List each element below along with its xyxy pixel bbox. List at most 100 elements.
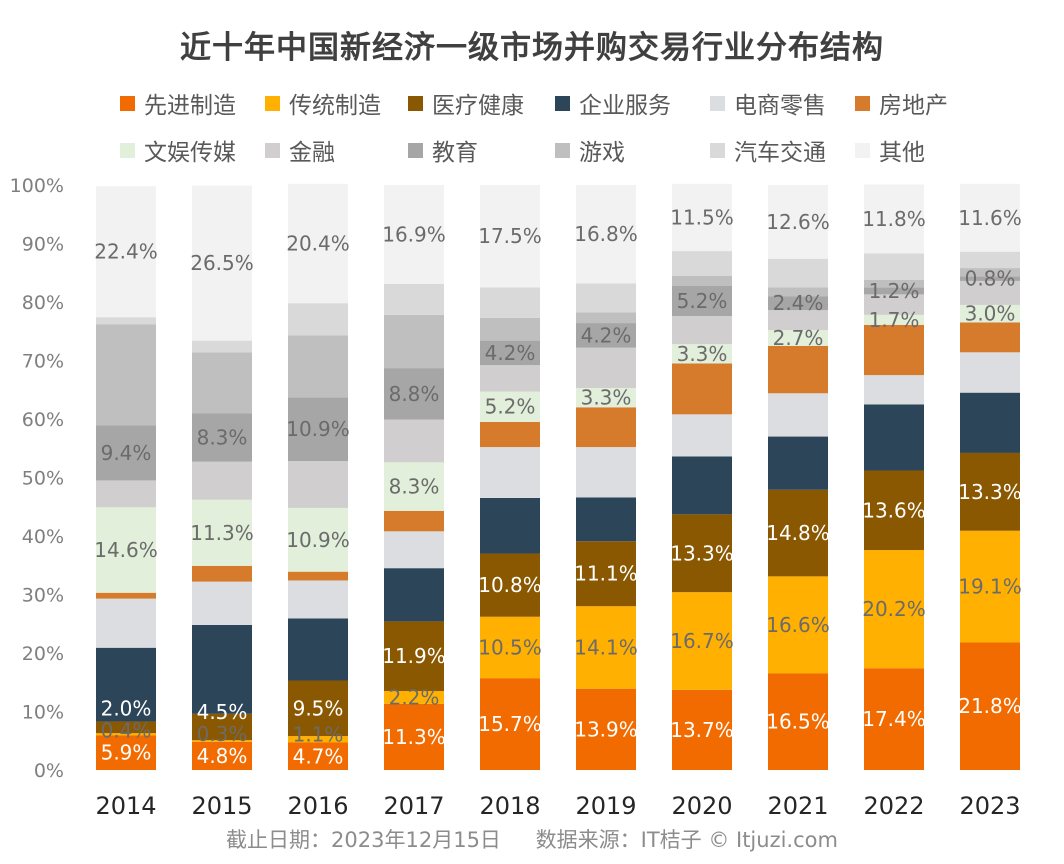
y-tick-label: 90%: [22, 234, 64, 256]
bar-segment: [768, 345, 828, 394]
bar-segment: [288, 580, 348, 619]
y-tick-label: 30%: [22, 585, 64, 607]
bar-segment: [768, 330, 828, 346]
bar-segment: [480, 287, 540, 318]
bar-segment: [96, 647, 156, 722]
data-label: 19.1%: [958, 575, 1022, 599]
bar-segment: [768, 287, 828, 297]
bar-segment: [384, 531, 444, 569]
bar-segment: [672, 514, 732, 593]
data-label: 13.7%: [670, 718, 734, 742]
data-label: 20.2%: [862, 597, 926, 621]
y-tick-label: 70%: [22, 351, 64, 373]
bar-segment: [288, 335, 348, 398]
bar-segment: [384, 185, 444, 284]
bar-segment: [864, 294, 924, 315]
bar-segment: [864, 253, 924, 280]
legend-item: 教育: [408, 133, 478, 167]
data-label: 13.6%: [862, 498, 926, 522]
data-label: 15.7%: [478, 712, 542, 736]
data-label: 2.4%: [773, 291, 824, 315]
legend-item: 汽车交通: [710, 133, 826, 167]
bar-segment: [480, 317, 540, 341]
data-label: 8.8%: [389, 382, 440, 406]
legend-label: 传统制造: [289, 93, 381, 119]
bar-segment: [768, 576, 828, 674]
bar-segment: [960, 642, 1020, 770]
bar-segment: [96, 324, 156, 426]
data-label: 17.5%: [478, 224, 542, 248]
bar-segment: [960, 276, 1020, 281]
bar-segment: [960, 304, 1020, 323]
data-label: 10.5%: [478, 635, 542, 659]
bar-segment: [384, 621, 444, 692]
data-label: 13.3%: [958, 480, 1022, 504]
bar-segment: [480, 340, 540, 366]
bar-segment: [576, 283, 636, 313]
bar-segment: [672, 183, 732, 252]
bar-segment: [768, 673, 828, 770]
bar-segment: [192, 413, 252, 462]
footer: 截止日期：2023年12月15日 数据来源：IT桔子 © Itjuzi.com: [0, 824, 1064, 854]
bar-segment: [576, 407, 636, 448]
legend-label: 教育: [432, 140, 478, 166]
bar-segment: [576, 185, 636, 284]
bar-segment: [192, 581, 252, 625]
bar-segment: [864, 668, 924, 770]
legend-label: 房地产: [879, 93, 948, 119]
legend-item: 医疗健康: [408, 86, 524, 120]
bar-segment: [288, 397, 348, 462]
bar-segment: [672, 689, 732, 770]
data-label: 11.9%: [382, 644, 446, 668]
x-tick-label: 2020: [671, 792, 732, 820]
x-tick-label: 2018: [479, 792, 540, 820]
bar-segment: [384, 419, 444, 463]
legend-item: 文娱传媒: [120, 133, 236, 167]
bar-segment: [576, 387, 636, 408]
bar-segment: [288, 680, 348, 737]
cutoff-date: 截止日期：2023年12月15日: [226, 828, 501, 852]
chart-title: 近十年中国新经济一级市场并购交易行业分布结构: [180, 30, 884, 66]
bar-segment: [864, 279, 924, 288]
legend-swatch: [710, 95, 725, 111]
data-label: 16.7%: [670, 629, 734, 653]
data-label: 11.8%: [862, 207, 926, 231]
bar-segment: [384, 568, 444, 622]
bar-segment: [192, 185, 252, 341]
bar-segment: [672, 344, 732, 364]
data-label: 1.2%: [869, 279, 920, 303]
legend-swatch: [408, 95, 423, 111]
bar-segment: [480, 447, 540, 498]
data-label: 2.0%: [101, 697, 152, 721]
legend-label: 游戏: [579, 140, 625, 166]
legend-swatch: [265, 95, 280, 111]
data-label: 10.9%: [286, 528, 350, 552]
legend-label: 其他: [879, 140, 925, 166]
legend-item: 传统制造: [265, 86, 381, 120]
bar-segment: [96, 317, 156, 325]
bar-segment: [96, 721, 156, 734]
bar-segment: [768, 436, 828, 490]
bar-segment: [384, 314, 444, 369]
bar-segment: [864, 550, 924, 669]
bar-segment: [864, 470, 924, 551]
bar-segment: [480, 678, 540, 770]
data-label: 5.2%: [677, 289, 728, 313]
bar-segment: [480, 185, 540, 288]
data-label: 11.1%: [574, 562, 638, 586]
bar-segment: [768, 310, 828, 331]
bar-segment: [192, 461, 252, 500]
data-label: 5.9%: [101, 741, 152, 765]
legend-swatch: [120, 95, 135, 111]
y-tick-label: 50%: [22, 468, 64, 490]
bar-segment: [768, 489, 828, 577]
bar-segment: [288, 507, 348, 572]
bar-segment: [96, 598, 156, 648]
bar-segment: [192, 565, 252, 582]
x-tick-label: 2017: [383, 792, 444, 820]
data-label: 4.7%: [293, 744, 344, 768]
bar-segment: [288, 461, 348, 508]
data-label: 9.4%: [101, 441, 152, 465]
bar-segment: [864, 375, 924, 405]
data-label: 21.8%: [958, 694, 1022, 718]
